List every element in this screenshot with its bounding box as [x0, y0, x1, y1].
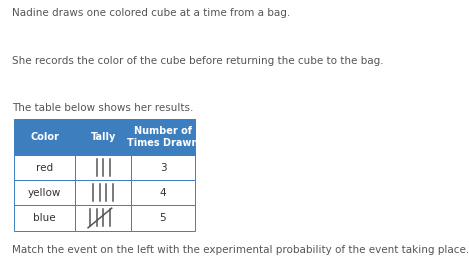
Text: She records the color of the cube before returning the cube to the bag.: She records the color of the cube before…: [12, 56, 383, 66]
Bar: [131, 205, 195, 231]
Bar: [75, 180, 131, 205]
Text: 5: 5: [159, 213, 166, 223]
Text: red: red: [36, 163, 53, 173]
Text: Tally: Tally: [91, 132, 116, 142]
Text: 3: 3: [159, 163, 166, 173]
Text: The table below shows her results.: The table below shows her results.: [12, 103, 193, 113]
Bar: [131, 180, 195, 205]
Bar: [131, 155, 195, 180]
Bar: [75, 155, 131, 180]
Bar: [75, 205, 131, 231]
Bar: [75, 119, 131, 155]
Text: 4: 4: [159, 188, 166, 198]
Text: yellow: yellow: [28, 188, 61, 198]
Bar: [131, 119, 195, 155]
Text: Number of
Times Drawn: Number of Times Drawn: [127, 126, 199, 148]
Text: Color: Color: [30, 132, 59, 142]
Text: Match the event on the left with the experimental probability of the event takin: Match the event on the left with the exp…: [12, 245, 469, 255]
Bar: [14, 180, 75, 205]
Text: blue: blue: [33, 213, 56, 223]
Bar: [14, 119, 75, 155]
Bar: [14, 155, 75, 180]
Text: Nadine draws one colored cube at a time from a bag.: Nadine draws one colored cube at a time …: [12, 8, 290, 18]
Bar: [14, 205, 75, 231]
